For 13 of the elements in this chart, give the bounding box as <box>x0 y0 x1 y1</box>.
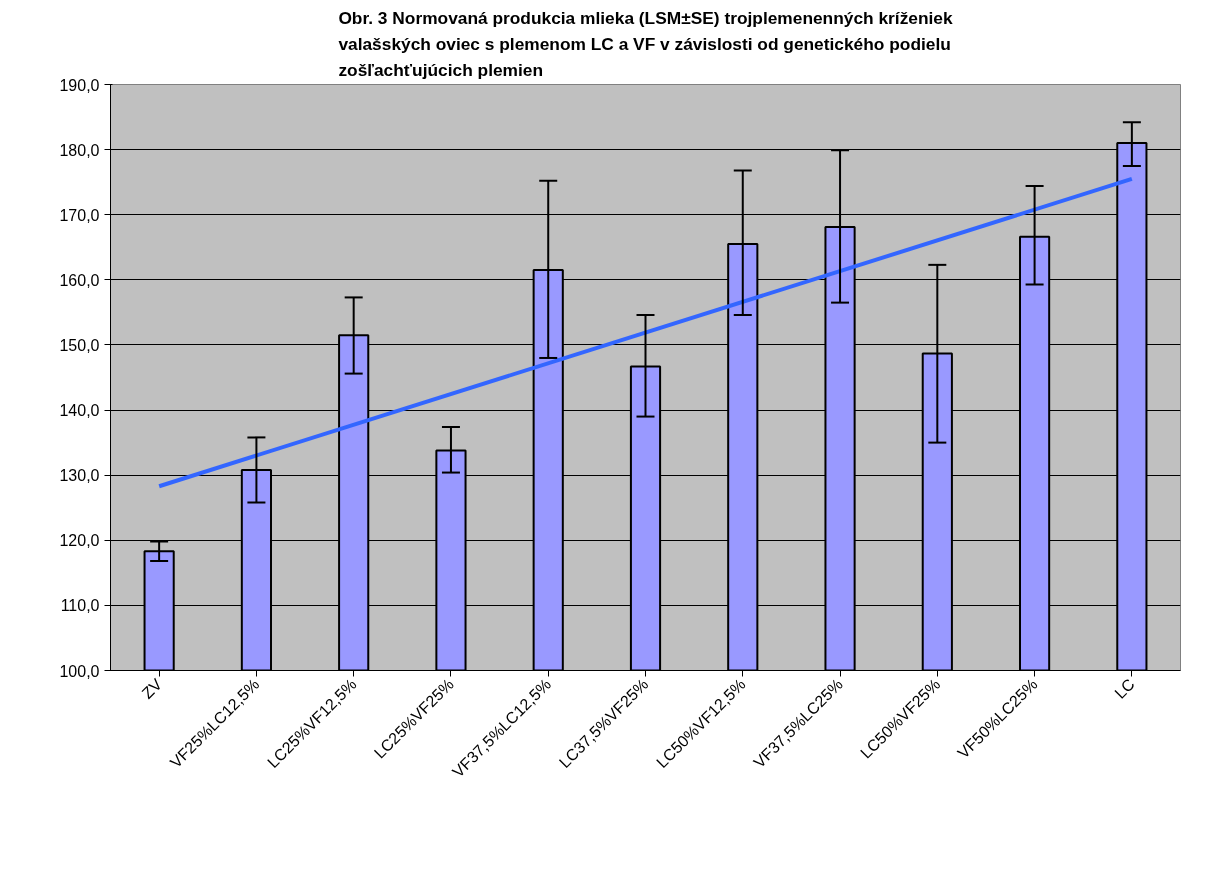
y-tick-label: 120,0 <box>59 532 100 550</box>
y-tick-label: 160,0 <box>59 271 100 289</box>
x-tick-label: LC <box>1111 675 1138 702</box>
chart-title: Obr. 3 Normovaná produkcia mlieka (LSM±SE) trojplemenenných kríženiek valašských oviec s plemenom LC a VF v závislosti od genetického podielu zošľachťujúcich plemien <box>338 7 953 80</box>
y-tick-label: 100,0 <box>59 662 100 680</box>
y-tick-label: 190,0 <box>59 76 100 94</box>
y-tick-label: 180,0 <box>59 141 100 159</box>
y-tick-label: 140,0 <box>59 402 100 420</box>
x-tick-label: ZV <box>138 675 166 702</box>
y-tick-label: 150,0 <box>59 336 100 354</box>
y-tick-label: 110,0 <box>60 597 100 615</box>
y-tick-label: 130,0 <box>59 467 100 485</box>
y-tick-label: 170,0 <box>59 206 100 224</box>
